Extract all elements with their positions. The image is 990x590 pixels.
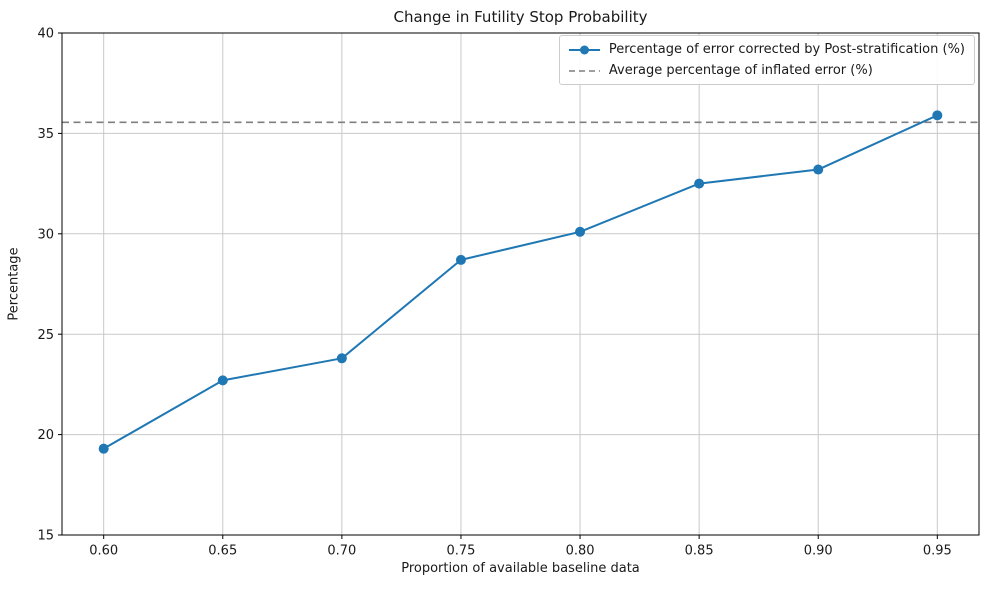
legend-label-inflated: Average percentage of inflated error (%) — [608, 63, 873, 78]
legend-marker-sample — [579, 45, 589, 54]
legend-item-corrected: Percentage of error corrected by Post-st… — [568, 41, 965, 58]
y-axis-label: Percentage — [6, 247, 22, 321]
data-point — [932, 110, 943, 121]
corrected-error-line — [102, 114, 939, 450]
chart-title: Change in Futility Stop Probability — [393, 8, 648, 26]
x-tick-label: 0.90 — [804, 544, 833, 559]
data-point — [98, 443, 109, 454]
x-tick-label: 0.60 — [89, 544, 118, 559]
legend-label-corrected: Percentage of error corrected by Post-st… — [608, 42, 965, 57]
data-point — [217, 375, 228, 386]
y-tick-label: 15 — [37, 529, 54, 544]
data-point — [694, 178, 705, 189]
x-tick-label: 0.95 — [923, 544, 952, 559]
data-point — [455, 254, 466, 265]
y-tick-label: 30 — [37, 227, 54, 242]
legend: Percentage of error corrected by Post-st… — [558, 35, 975, 85]
y-tick-label: 35 — [37, 127, 54, 142]
data-point — [575, 226, 586, 237]
dashed-line-sample-icon — [568, 69, 600, 72]
x-tick-label: 0.85 — [685, 544, 714, 559]
x-tick-label: 0.65 — [208, 544, 237, 559]
y-tick-label: 20 — [37, 428, 54, 443]
legend-item-inflated: Average percentage of inflated error (%) — [568, 62, 965, 79]
x-tick-label: 0.75 — [446, 544, 475, 559]
x-tick-label: 0.80 — [566, 544, 595, 559]
x-tick-label: 0.70 — [327, 544, 356, 559]
solid-line-marker-sample-icon — [568, 45, 600, 54]
y-tick-label: 25 — [37, 328, 54, 343]
axes-spines — [61, 32, 980, 536]
x-axis-label: Proportion of available baseline data — [401, 561, 640, 576]
y-tick-label: 40 — [37, 27, 54, 42]
data-point — [336, 353, 347, 364]
data-point — [813, 164, 824, 175]
